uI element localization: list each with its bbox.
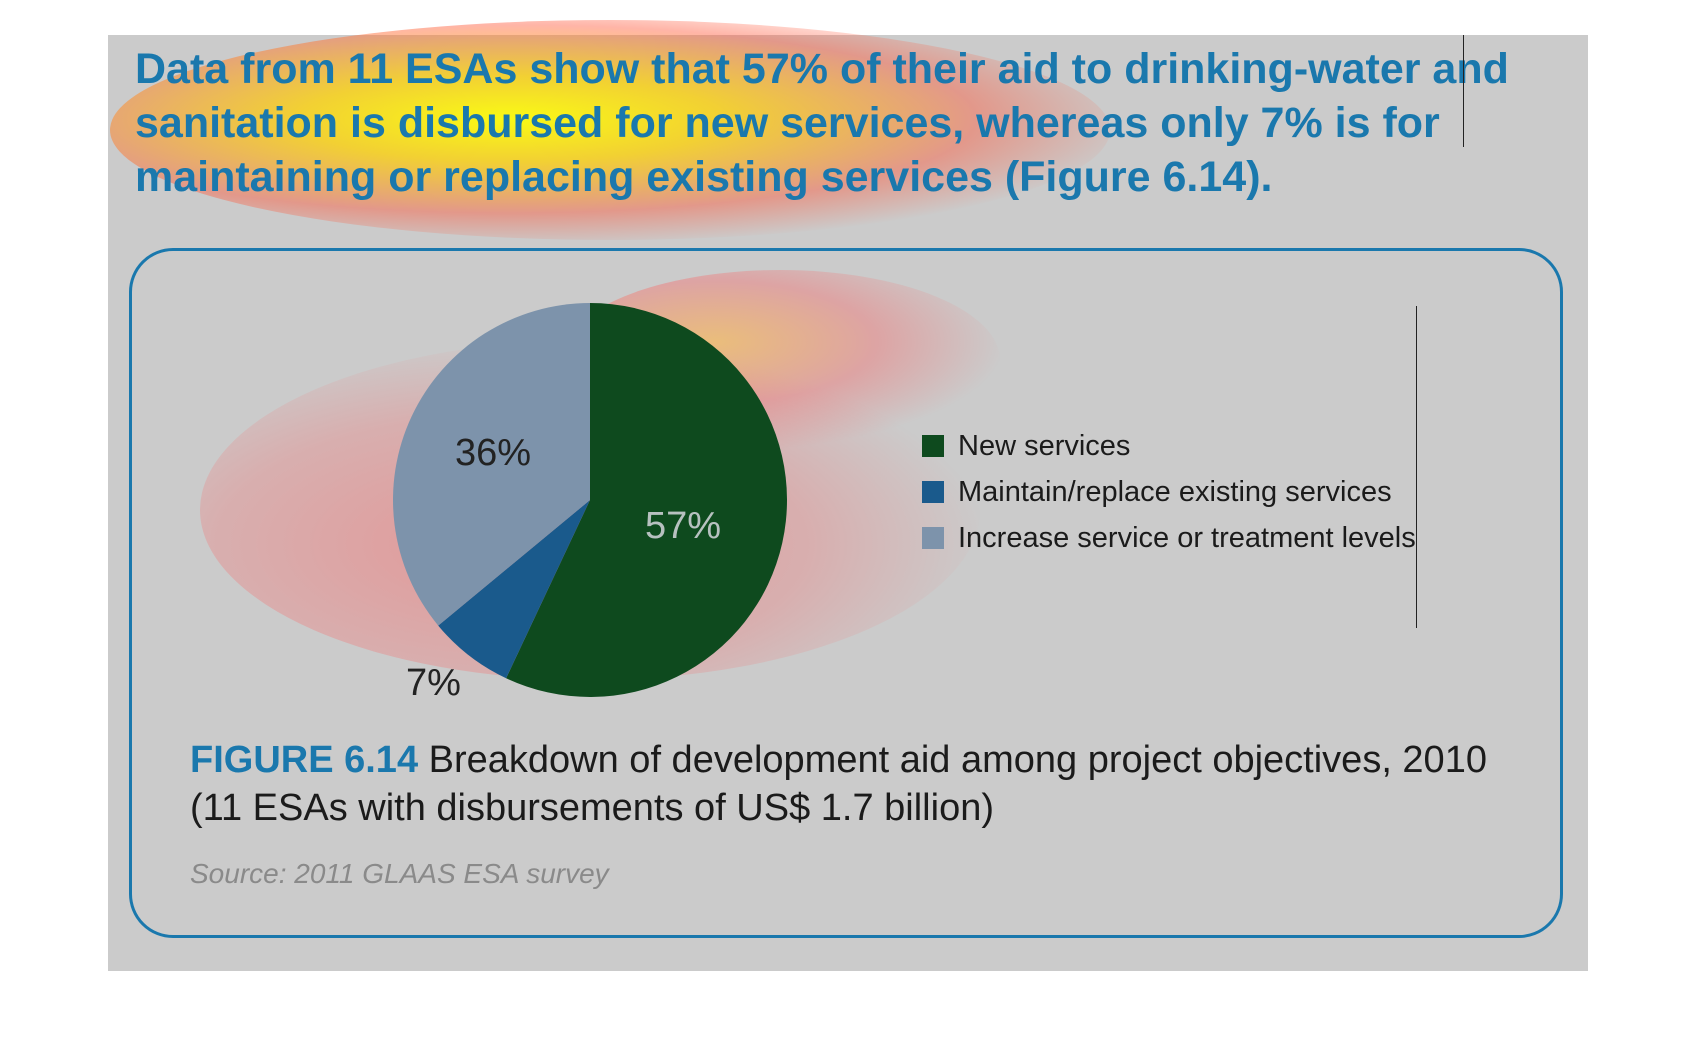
legend-item-new-services: New services	[922, 423, 1416, 469]
chart-legend: New services Maintain/replace existing s…	[922, 423, 1416, 561]
pie-label-new-services: 57%	[645, 505, 722, 547]
pie-label-maintain-replace: 7%	[406, 662, 461, 704]
pie-slice-new-services	[506, 303, 787, 697]
legend-label-increase-service: Increase service or treatment levels	[958, 521, 1416, 554]
cursor-line-legend	[1416, 306, 1417, 628]
legend-swatch-new-services	[922, 435, 944, 457]
cursor-line-top	[1463, 35, 1464, 147]
legend-label-maintain-replace: Maintain/replace existing services	[958, 475, 1392, 508]
legend-label-new-services: New services	[958, 429, 1131, 462]
figure-number: FIGURE 6.14	[190, 739, 419, 781]
legend-item-increase-service: Increase service or treatment levels	[922, 515, 1416, 561]
pie-label-increase-service: 36%	[455, 432, 532, 474]
legend-swatch-increase-service	[922, 527, 944, 549]
pie-chart	[393, 303, 787, 697]
figure-caption: FIGURE 6.14 Breakdown of development aid…	[190, 736, 1490, 832]
pie-slice-maintain-replace	[438, 500, 590, 679]
legend-item-maintain-replace: Maintain/replace existing services	[922, 469, 1416, 515]
pie-slice-increase-service	[393, 303, 590, 626]
figure-box	[129, 248, 1563, 938]
headline-text: Data from 11 ESAs show that 57% of their…	[135, 45, 1509, 201]
source-note: Source: 2011 GLAAS ESA survey	[190, 858, 609, 889]
figure-caption-text: Breakdown of development aid among proje…	[190, 739, 1487, 829]
legend-swatch-maintain-replace	[922, 481, 944, 503]
